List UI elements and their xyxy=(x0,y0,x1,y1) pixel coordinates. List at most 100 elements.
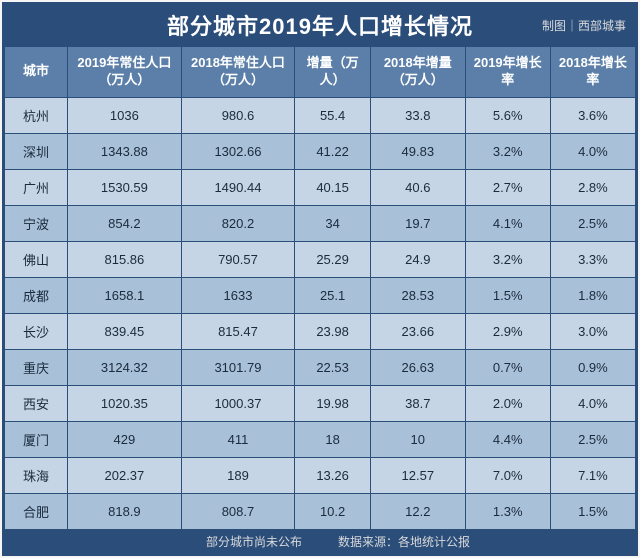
col-header-r2019: 2019年增长率 xyxy=(465,47,550,98)
cell-p2019: 1658.1 xyxy=(68,277,182,313)
cell-city: 合肥 xyxy=(5,493,68,529)
cell-p2018: 1633 xyxy=(181,277,295,313)
cell-p2018: 815.47 xyxy=(181,313,295,349)
cell-p2019: 815.86 xyxy=(68,241,182,277)
cell-p2019: 202.37 xyxy=(68,457,182,493)
cell-inc18: 12.2 xyxy=(370,493,465,529)
cell-p2018: 3101.79 xyxy=(181,349,295,385)
cell-p2019: 854.2 xyxy=(68,205,182,241)
table-row: 长沙839.45815.4723.9823.662.9%3.0% xyxy=(5,313,636,349)
cell-r2018: 1.8% xyxy=(550,277,635,313)
cell-city: 长沙 xyxy=(5,313,68,349)
table-row: 重庆3124.323101.7922.5326.630.7%0.9% xyxy=(5,349,636,385)
cell-r2019: 1.5% xyxy=(465,277,550,313)
cell-city: 厦门 xyxy=(5,421,68,457)
cell-city: 广州 xyxy=(5,169,68,205)
cell-p2019: 429 xyxy=(68,421,182,457)
cell-r2019: 2.9% xyxy=(465,313,550,349)
cell-p2019: 3124.32 xyxy=(68,349,182,385)
cell-r2019: 0.7% xyxy=(465,349,550,385)
cell-city: 杭州 xyxy=(5,97,68,133)
cell-p2018: 980.6 xyxy=(181,97,295,133)
cell-inc18: 33.8 xyxy=(370,97,465,133)
cell-p2018: 411 xyxy=(181,421,295,457)
cell-r2018: 2.5% xyxy=(550,205,635,241)
population-table-container: 部分城市2019年人口增长情况 制图｜西部城事 城市2019年常住人口（万人）2… xyxy=(2,2,638,556)
cell-city: 佛山 xyxy=(5,241,68,277)
cell-inc18: 26.63 xyxy=(370,349,465,385)
table-row: 珠海202.3718913.2612.577.0%7.1% xyxy=(5,457,636,493)
cell-r2019: 7.0% xyxy=(465,457,550,493)
cell-inc18: 23.66 xyxy=(370,313,465,349)
cell-inc: 55.4 xyxy=(295,97,371,133)
cell-r2019: 3.2% xyxy=(465,241,550,277)
cell-inc: 22.53 xyxy=(295,349,371,385)
cell-inc: 18 xyxy=(295,421,371,457)
cell-inc18: 10 xyxy=(370,421,465,457)
table-row: 厦门42941118104.4%2.5% xyxy=(5,421,636,457)
cell-p2019: 818.9 xyxy=(68,493,182,529)
cell-r2018: 0.9% xyxy=(550,349,635,385)
table-row: 合肥818.9808.710.212.21.3%1.5% xyxy=(5,493,636,529)
cell-inc: 34 xyxy=(295,205,371,241)
cell-r2018: 4.0% xyxy=(550,133,635,169)
col-header-p2019: 2019年常住人口（万人） xyxy=(68,47,182,98)
cell-p2018: 1000.37 xyxy=(181,385,295,421)
col-header-inc18: 2018年增量（万人） xyxy=(370,47,465,98)
cell-inc: 10.2 xyxy=(295,493,371,529)
cell-r2018: 4.0% xyxy=(550,385,635,421)
table-row: 佛山815.86790.5725.2924.93.2%3.3% xyxy=(5,241,636,277)
title-row: 部分城市2019年人口增长情况 制图｜西部城事 xyxy=(4,4,636,46)
cell-inc18: 12.57 xyxy=(370,457,465,493)
cell-inc: 41.22 xyxy=(295,133,371,169)
cell-city: 珠海 xyxy=(5,457,68,493)
table-row: 深圳1343.881302.6641.2249.833.2%4.0% xyxy=(5,133,636,169)
cell-inc18: 49.83 xyxy=(370,133,465,169)
table-body: 杭州1036980.655.433.85.6%3.6%深圳1343.881302… xyxy=(5,97,636,529)
col-header-inc: 增量（万人） xyxy=(295,47,371,98)
cell-p2018: 808.7 xyxy=(181,493,295,529)
cell-inc: 23.98 xyxy=(295,313,371,349)
cell-r2018: 3.0% xyxy=(550,313,635,349)
cell-city: 重庆 xyxy=(5,349,68,385)
cell-p2018: 1302.66 xyxy=(181,133,295,169)
col-header-r2018: 2018年增长率 xyxy=(550,47,635,98)
table-row: 西安1020.351000.3719.9838.72.0%4.0% xyxy=(5,385,636,421)
cell-inc18: 40.6 xyxy=(370,169,465,205)
table-row: 成都1658.1163325.128.531.5%1.8% xyxy=(5,277,636,313)
cell-r2019: 2.0% xyxy=(465,385,550,421)
cell-p2018: 189 xyxy=(181,457,295,493)
table-header-row: 城市2019年常住人口（万人）2018年常住人口（万人）增量（万人）2018年增… xyxy=(5,47,636,98)
cell-inc18: 24.9 xyxy=(370,241,465,277)
cell-inc: 19.98 xyxy=(295,385,371,421)
cell-r2018: 2.5% xyxy=(550,421,635,457)
col-header-city: 城市 xyxy=(5,47,68,98)
cell-city: 西安 xyxy=(5,385,68,421)
population-table: 城市2019年常住人口（万人）2018年常住人口（万人）增量（万人）2018年增… xyxy=(4,46,636,530)
cell-r2019: 1.3% xyxy=(465,493,550,529)
cell-p2019: 1036 xyxy=(68,97,182,133)
cell-p2019: 839.45 xyxy=(68,313,182,349)
cell-p2019: 1530.59 xyxy=(68,169,182,205)
table-row: 杭州1036980.655.433.85.6%3.6% xyxy=(5,97,636,133)
cell-inc18: 28.53 xyxy=(370,277,465,313)
col-header-p2018: 2018年常住人口（万人） xyxy=(181,47,295,98)
cell-r2019: 4.1% xyxy=(465,205,550,241)
cell-city: 深圳 xyxy=(5,133,68,169)
cell-p2018: 790.57 xyxy=(181,241,295,277)
table-title: 部分城市2019年人口增长情况 xyxy=(167,9,473,41)
cell-p2018: 820.2 xyxy=(181,205,295,241)
table-row: 广州1530.591490.4440.1540.62.7%2.8% xyxy=(5,169,636,205)
cell-p2018: 1490.44 xyxy=(181,169,295,205)
cell-r2018: 1.5% xyxy=(550,493,635,529)
cell-inc18: 19.7 xyxy=(370,205,465,241)
cell-r2019: 4.4% xyxy=(465,421,550,457)
cell-p2019: 1343.88 xyxy=(68,133,182,169)
cell-r2018: 2.8% xyxy=(550,169,635,205)
cell-inc: 25.1 xyxy=(295,277,371,313)
cell-inc: 13.26 xyxy=(295,457,371,493)
cell-inc18: 38.7 xyxy=(370,385,465,421)
cell-r2019: 3.2% xyxy=(465,133,550,169)
cell-r2019: 2.7% xyxy=(465,169,550,205)
cell-p2019: 1020.35 xyxy=(68,385,182,421)
